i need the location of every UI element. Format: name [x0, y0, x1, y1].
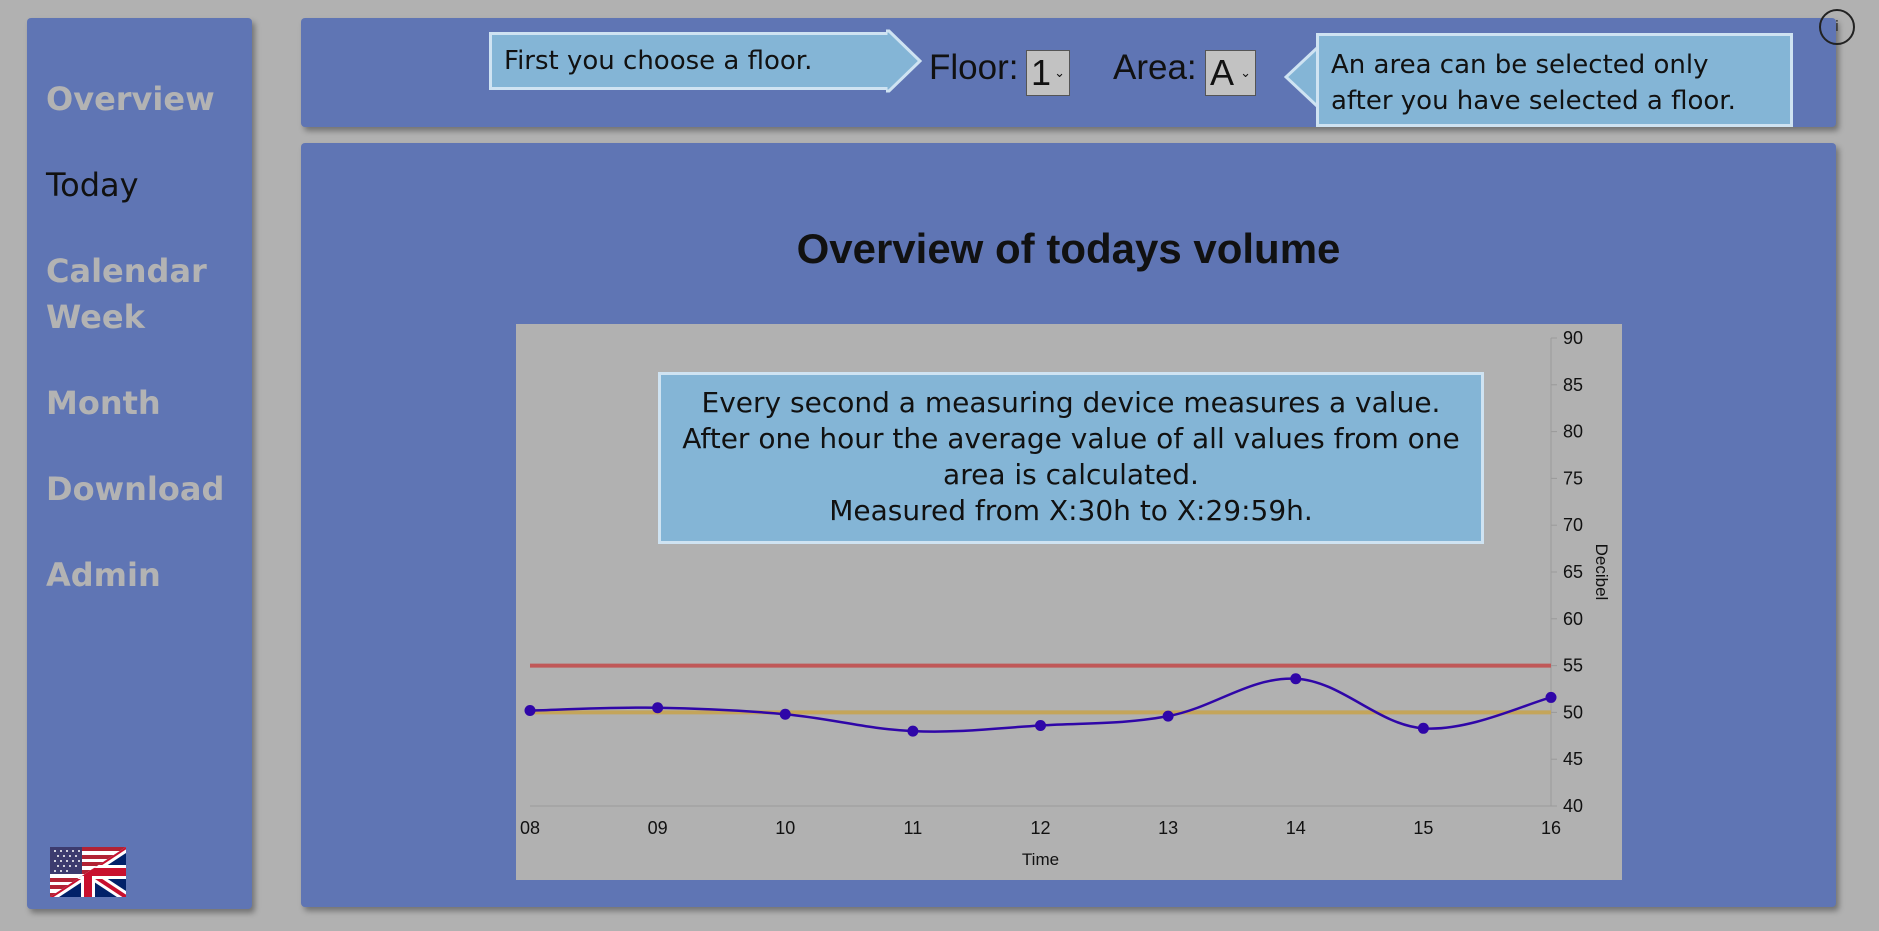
data-point [779, 708, 791, 720]
x-tick-label: 14 [1286, 818, 1306, 838]
area-tooltip: An area can be selected only after you h… [1316, 33, 1793, 127]
area-tooltip-line: An area can be selected only [1331, 50, 1709, 80]
chart-tooltip-line: area is calculated. [943, 458, 1199, 491]
area-tooltip-arrow-icon [1284, 46, 1320, 108]
area-tooltip-line: after you have selected a floor. [1331, 86, 1736, 116]
floor-select-value: 1 [1031, 52, 1052, 93]
data-point [907, 725, 919, 737]
nav-admin[interactable]: Admin [46, 556, 161, 594]
y-tick-label: 80 [1563, 422, 1583, 442]
y-tick-label: 60 [1563, 609, 1583, 629]
chevron-down-icon: ⌄ [1054, 65, 1065, 80]
chart-svg: 40 45 50 55 60 65 70 75 80 85 90 08 09 10 11 12 13 14 15 16… [520, 328, 1611, 869]
x-tick-label: 11 [904, 818, 923, 838]
volume-chart: 40 45 50 55 60 65 70 75 80 85 90 08 09 10 11 12 13 14 15 16… [516, 324, 1622, 880]
x-axis-label: Time [1022, 850, 1059, 869]
y-tick-label: 65 [1563, 562, 1583, 582]
x-tick-label: 10 [775, 818, 795, 838]
y-tick-label: 70 [1563, 515, 1583, 535]
data-point [652, 702, 664, 714]
floor-tooltip-text: First you choose a floor. [504, 46, 813, 76]
chart-tooltip-line: After one hour the average value of all … [682, 422, 1460, 455]
nav-download[interactable]: Download [46, 470, 225, 508]
x-tick-label: 15 [1413, 818, 1433, 838]
nav-today[interactable]: Today [46, 166, 139, 204]
y-tick-label: 90 [1563, 328, 1583, 348]
x-tick-label: 16 [1541, 818, 1561, 838]
data-point [1417, 722, 1429, 734]
y-tick-label: 50 [1563, 702, 1583, 722]
chart-tooltip: Every second a measuring device measures… [658, 372, 1484, 544]
chart-tooltip-line: Every second a measuring device measures… [701, 386, 1441, 419]
filter-header: First you choose a floor. Floor: 1 ⌄ Are… [301, 18, 1836, 127]
nav-calendar-week[interactable]: Calendar Week [46, 252, 207, 336]
data-point [1545, 691, 1557, 703]
y-tick-label: 40 [1563, 796, 1583, 816]
language-flag-icon[interactable] [50, 847, 126, 897]
sidebar: Overview Today Calendar Week Month Downl… [27, 18, 252, 909]
y-tick-label: 55 [1563, 656, 1583, 676]
nav-overview[interactable]: Overview [46, 80, 215, 118]
x-tick-label: 12 [1030, 818, 1050, 838]
info-button[interactable]: i [1819, 9, 1855, 45]
data-point [1290, 673, 1302, 685]
x-tick-label: 09 [648, 818, 668, 838]
x-tick-label: 13 [1158, 818, 1178, 838]
area-select[interactable]: A ⌄ [1205, 50, 1256, 96]
x-tick-label: 08 [520, 818, 540, 838]
floor-tooltip: First you choose a floor. [489, 32, 889, 90]
floor-tooltip-arrow-icon [886, 29, 923, 93]
area-select-value: A [1210, 52, 1235, 93]
y-tick-label: 45 [1563, 749, 1583, 769]
nav-month[interactable]: Month [46, 384, 161, 422]
data-point [1035, 720, 1046, 732]
y-tick-label: 75 [1563, 468, 1583, 488]
floor-select[interactable]: 1 ⌄ [1026, 50, 1070, 96]
page-title: Overview of todays volume [796, 225, 1341, 272]
floor-label: Floor: [929, 48, 1019, 87]
chart-tooltip-line: Measured from X:30h to X:29:59h. [829, 494, 1313, 527]
area-label: Area: [1113, 48, 1197, 87]
chevron-down-icon: ⌄ [1240, 65, 1251, 80]
data-point [524, 705, 536, 717]
main-panel: Overview of todays volume 40 45 50 55 60 65 70… [301, 143, 1836, 907]
y-axis-label: Decibel [1592, 544, 1611, 601]
data-point [1162, 710, 1174, 722]
y-tick-label: 85 [1563, 375, 1583, 395]
